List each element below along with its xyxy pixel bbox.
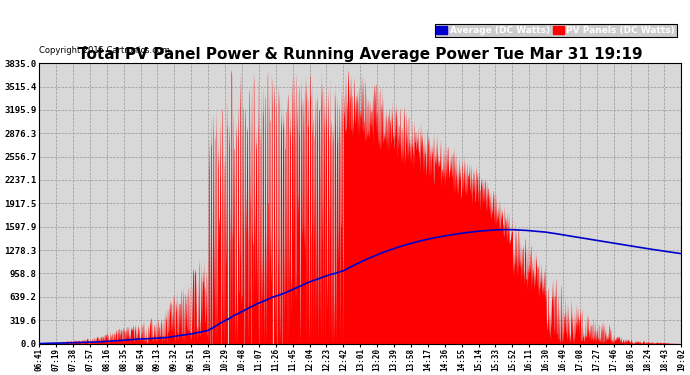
- Title: Total PV Panel Power & Running Average Power Tue Mar 31 19:19: Total PV Panel Power & Running Average P…: [78, 47, 642, 62]
- Legend: Average (DC Watts), PV Panels (DC Watts): Average (DC Watts), PV Panels (DC Watts): [435, 24, 677, 37]
- Text: Copyright 2015 Cartronics.com: Copyright 2015 Cartronics.com: [39, 46, 170, 56]
